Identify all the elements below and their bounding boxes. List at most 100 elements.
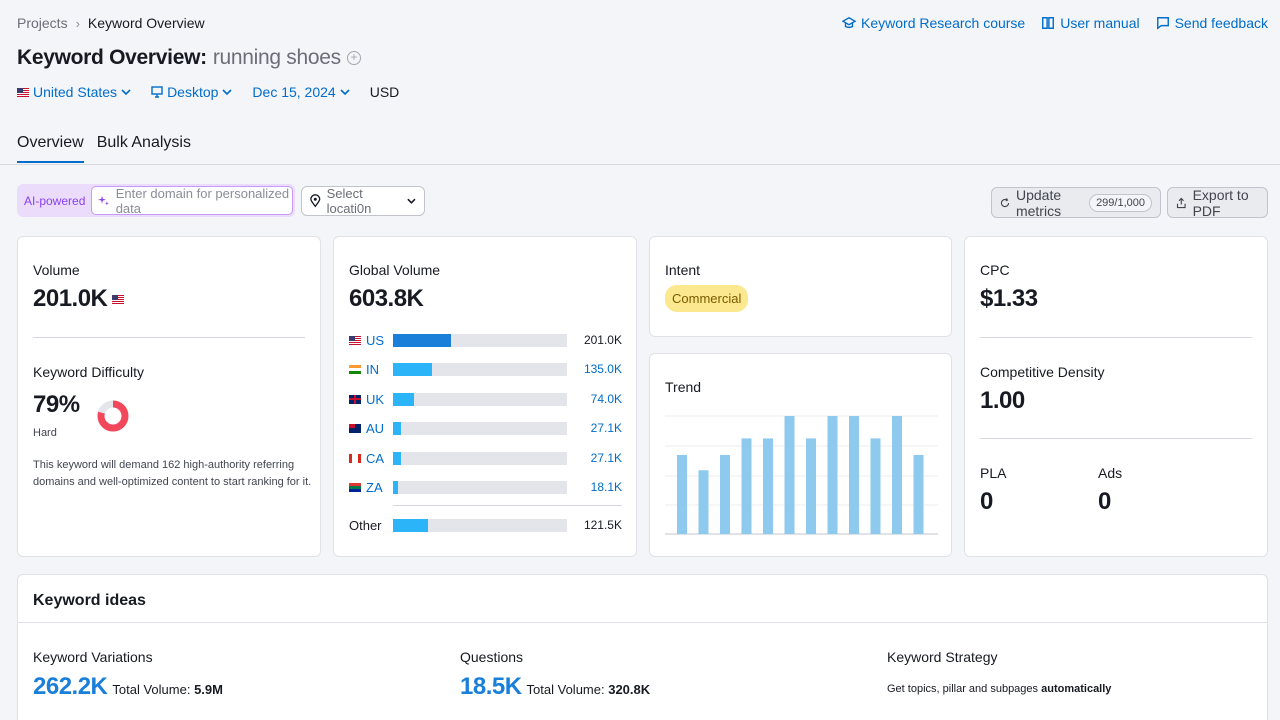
country-bar-track [393,362,567,376]
country-row-uk[interactable]: UK 74.0K [349,391,622,407]
trend-bar[interactable] [784,416,795,534]
feedback-icon [1156,17,1169,30]
location-select[interactable]: Select locati0n [301,186,425,216]
country-value: 74.0K [590,392,622,406]
keyword-ideas-card: Keyword ideas Keyword Variations 262.2K … [17,574,1268,720]
trend-label: Trend [665,379,702,395]
country-row-us[interactable]: US 201.0K [349,332,622,348]
refresh-icon [1000,197,1010,207]
tab-bulk-analysis[interactable]: Bulk Analysis [96,134,191,151]
country-bar-track [393,518,567,532]
export-pdf-button[interactable]: Export to PDF [1167,187,1268,219]
divider [393,505,622,506]
country-value: 121.5K [583,518,622,532]
variations-total-value: 5.9M [194,682,223,697]
trend-bar[interactable] [763,438,773,534]
top-links: Keyword Research course User manual Send… [842,15,1268,31]
variations-value[interactable]: 262.2K [33,673,108,700]
global-volume-card: Global Volume 603.8K US 201.0K IN 135.0K… [333,236,637,557]
india-flag-icon [349,364,361,374]
trend-bar[interactable] [741,438,752,534]
breadcrumb: Projects › Keyword Overview [17,15,205,31]
questions-value[interactable]: 18.5K [460,673,522,700]
user-manual-link[interactable]: User manual [1041,15,1140,31]
country-value: 18.1K [590,480,622,494]
send-feedback-link[interactable]: Send feedback [1156,15,1268,31]
update-metrics-button[interactable]: Update metrics 299/1,000 [991,187,1161,219]
volume-label: Volume [33,262,80,278]
date-dropdown[interactable]: Dec 15, 2024 [252,84,350,100]
kd-donut-arc [97,400,129,432]
country-dropdown[interactable]: United States [17,84,131,100]
volume-value-row: 201.0K [33,285,125,313]
canada-flag-icon [349,453,361,463]
keyword-variations: Keyword Variations 262.2K Total Volume: … [33,649,223,701]
country-bar-track [393,451,567,465]
chevron-right-icon: › [75,15,80,31]
page-header: Projects › Keyword Overview Keyword Rese… [0,0,1280,166]
country-bar-track [393,421,567,435]
country-row-ca[interactable]: CA 27.1K [349,450,622,466]
divider [980,438,1252,439]
intent-card: Intent Commercial [649,236,952,337]
chevron-down-icon [222,89,232,96]
export-icon [1176,197,1186,208]
keyword-research-course-link[interactable]: Keyword Research course [842,15,1025,31]
country-bar-track [393,480,567,494]
country-value: 201.0K [583,333,622,347]
ads-label: Ads [1098,465,1123,481]
country-bar-track [393,333,567,347]
trend-bar[interactable] [677,454,687,534]
us-flag-icon [349,335,361,345]
book-icon [1042,17,1055,29]
trend-bar[interactable] [806,438,816,534]
kd-donut-chart [97,400,129,432]
tab-overview[interactable]: Overview [17,134,84,163]
australia-flag-icon [349,423,361,433]
volume-card: Volume 201.0K Keyword Difficulty 79% Har… [17,236,321,557]
intent-label: Intent [665,262,701,278]
south-africa-flag-icon [349,482,361,492]
variations-total-label: Total Volume: [112,682,191,697]
trend-bar[interactable] [870,438,881,534]
strategy-text-row[interactable]: Get topics, pillar and subpages automati… [887,683,1111,695]
header-divider [0,164,1280,165]
breadcrumb-projects[interactable]: Projects [17,15,68,31]
strategy-text: Get topics, pillar and subpages [887,683,1039,695]
pla-label: PLA [980,465,1007,481]
intent-badge: Commercial [665,285,749,312]
country-bar [393,480,399,494]
trend-bar[interactable] [827,416,838,534]
device-dropdown[interactable]: Desktop [151,84,232,100]
kd-value: 79% [33,391,80,418]
questions: Questions 18.5K Total Volume: 320.8K [460,649,650,701]
strategy-label: Keyword Strategy [887,649,998,665]
chevron-down-icon [407,198,416,204]
country-value: 27.1K [590,451,622,465]
keyword-ideas-title: Keyword ideas [33,592,146,609]
questions-total-value: 320.8K [608,682,651,697]
domain-input[interactable]: Enter domain for personalized data [91,186,293,216]
trend-bar[interactable] [892,416,902,534]
ads-value: 0 [1098,488,1111,515]
country-bar [393,421,401,435]
country-row-in[interactable]: IN 135.0K [349,361,622,377]
pla-value: 0 [980,488,993,515]
currency-label: USD [369,84,400,100]
trend-bar[interactable] [913,454,924,534]
cpc-value: $1.33 [980,285,1038,312]
country-bar-track [393,392,567,406]
us-flag-icon [17,87,29,97]
country-row-za[interactable]: ZA 18.1K [349,479,622,495]
questions-label: Questions [460,649,524,665]
cpc-card: CPC $1.33 Competitive Density 1.00 PLA 0… [964,236,1268,557]
trend-bar[interactable] [698,470,709,534]
add-icon[interactable]: + [346,51,361,65]
trend-bar[interactable] [720,454,730,534]
country-row-au[interactable]: AU 27.1K [349,420,622,436]
update-count-badge: 299/1,000 [1089,193,1152,212]
sparkle-icon [98,195,110,206]
trend-bar[interactable] [849,416,859,534]
kd-label: Keyword Difficulty [33,364,145,380]
keyword-strategy: Keyword Strategy Get topics, pillar and … [887,649,1111,695]
